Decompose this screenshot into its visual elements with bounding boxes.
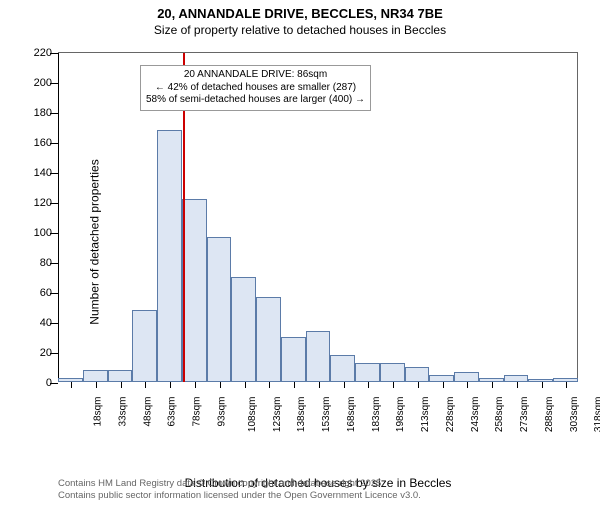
histogram-bar: [108, 370, 133, 382]
chart-container: Number of detached properties 0204060801…: [58, 52, 578, 432]
y-tick-label: 160: [22, 137, 52, 149]
y-tick-label: 200: [22, 77, 52, 89]
x-tick: [566, 382, 567, 388]
histogram-bar: [405, 367, 430, 382]
y-tick-label: 80: [22, 257, 52, 269]
x-tick-label: 33sqm: [117, 397, 128, 427]
x-tick: [245, 382, 246, 388]
x-tick: [393, 382, 394, 388]
x-tick: [294, 382, 295, 388]
x-tick: [443, 382, 444, 388]
footer-line2: Contains public sector information licen…: [58, 490, 421, 502]
chart-title-line2: Size of property relative to detached ho…: [0, 23, 600, 37]
x-tick: [71, 382, 72, 388]
x-tick-label: 288sqm: [544, 397, 555, 433]
histogram-bar: [454, 372, 479, 383]
histogram-bar: [504, 375, 529, 383]
x-tick-label: 318sqm: [594, 397, 600, 433]
x-tick-label: 303sqm: [569, 397, 580, 433]
footer-line1: Contains HM Land Registry data © Crown c…: [58, 478, 421, 490]
x-tick: [492, 382, 493, 388]
x-tick-label: 78sqm: [192, 397, 203, 427]
chart-title-line1: 20, ANNANDALE DRIVE, BECCLES, NR34 7BE: [0, 6, 600, 21]
x-tick-label: 183sqm: [371, 397, 382, 433]
x-tick: [96, 382, 97, 388]
x-tick: [195, 382, 196, 388]
y-tick-label: 140: [22, 167, 52, 179]
annotation-box: 20 ANNANDALE DRIVE: 86sqm← 42% of detach…: [140, 65, 371, 111]
histogram-bar: [157, 130, 182, 382]
annotation-line: 20 ANNANDALE DRIVE: 86sqm: [146, 69, 365, 82]
x-tick: [121, 382, 122, 388]
x-tick-label: 18sqm: [93, 397, 104, 427]
x-tick-label: 168sqm: [346, 397, 357, 433]
y-tick-label: 100: [22, 227, 52, 239]
x-tick: [269, 382, 270, 388]
y-tick-label: 0: [22, 377, 52, 389]
x-tick-label: 243sqm: [470, 397, 481, 433]
annotation-line: ← 42% of detached houses are smaller (28…: [146, 82, 365, 95]
histogram-bar: [355, 363, 380, 383]
x-tick: [220, 382, 221, 388]
y-tick-label: 60: [22, 287, 52, 299]
y-tick-label: 120: [22, 197, 52, 209]
x-tick-label: 273sqm: [519, 397, 530, 433]
y-tick-label: 220: [22, 47, 52, 59]
histogram-bar: [132, 310, 157, 382]
x-tick: [542, 382, 543, 388]
x-tick: [319, 382, 320, 388]
histogram-bar: [83, 370, 108, 382]
x-tick-label: 108sqm: [247, 397, 258, 433]
y-tick-label: 40: [22, 317, 52, 329]
histogram-bar: [306, 331, 331, 382]
x-tick-label: 138sqm: [296, 397, 307, 433]
plot-area: 02040608010012014016018020022018sqm33sqm…: [58, 52, 578, 382]
x-tick-label: 153sqm: [321, 397, 332, 433]
annotation-line: 58% of semi-detached houses are larger (…: [146, 94, 365, 107]
x-tick-label: 198sqm: [395, 397, 406, 433]
x-tick: [418, 382, 419, 388]
histogram-bar: [182, 199, 207, 382]
footer-attribution: Contains HM Land Registry data © Crown c…: [58, 478, 421, 502]
histogram-bar: [380, 363, 405, 383]
y-tick-label: 180: [22, 107, 52, 119]
x-tick: [467, 382, 468, 388]
x-tick-label: 228sqm: [445, 397, 456, 433]
x-tick-label: 93sqm: [217, 397, 228, 427]
x-tick: [344, 382, 345, 388]
histogram-bar: [207, 237, 232, 383]
x-tick: [145, 382, 146, 388]
x-tick-label: 48sqm: [142, 397, 153, 427]
x-tick-label: 258sqm: [494, 397, 505, 433]
x-tick: [170, 382, 171, 388]
histogram-bar: [429, 375, 454, 383]
x-tick: [517, 382, 518, 388]
histogram-bar: [256, 297, 281, 383]
y-axis-line: [58, 53, 59, 382]
x-tick: [368, 382, 369, 388]
x-tick-label: 63sqm: [167, 397, 178, 427]
histogram-bar: [330, 355, 355, 382]
histogram-bar: [281, 337, 306, 382]
histogram-bar: [231, 277, 256, 382]
y-tick-label: 20: [22, 347, 52, 359]
x-tick-label: 213sqm: [420, 397, 431, 433]
x-tick-label: 123sqm: [272, 397, 283, 433]
